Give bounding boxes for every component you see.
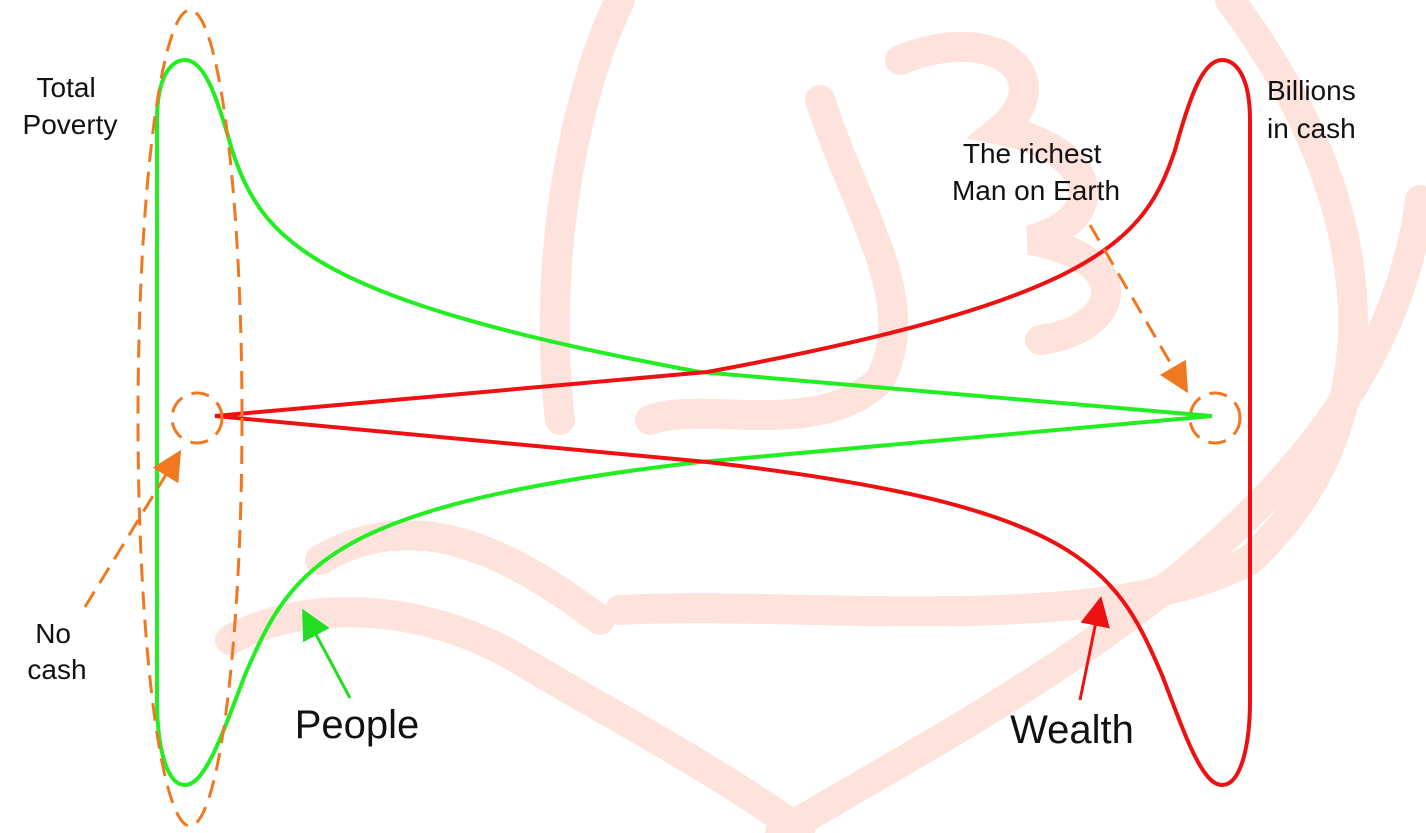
orange-markers <box>83 8 1242 828</box>
total-poverty-label: Total Poverty <box>23 72 118 140</box>
no-cash-label: No cash <box>27 618 86 685</box>
people-arrow <box>302 608 352 699</box>
wealth-label: Wealth <box>1010 708 1134 752</box>
people-label: People <box>295 703 420 747</box>
wealth-curve <box>214 57 1252 788</box>
richest-man-label: The richest Man on Earth <box>952 138 1120 206</box>
wealth-arrow <box>1078 596 1110 701</box>
billions-label: Billions in cash <box>1267 75 1363 144</box>
